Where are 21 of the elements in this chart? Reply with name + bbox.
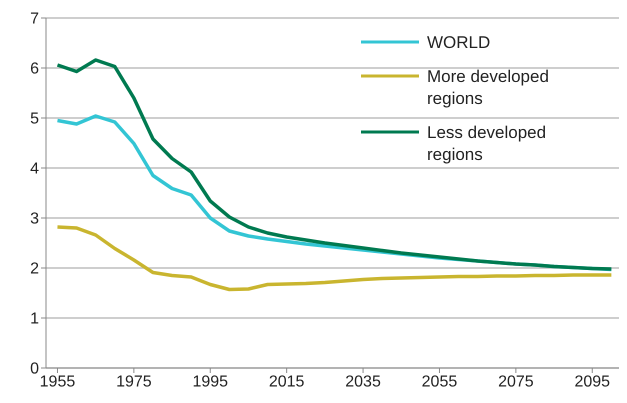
x-tick-label: 2035 bbox=[345, 373, 381, 390]
x-tick-label: 1995 bbox=[192, 373, 228, 390]
x-tick-label: 1975 bbox=[116, 373, 152, 390]
x-tick-label: 1955 bbox=[40, 373, 76, 390]
y-tick-label: 1 bbox=[30, 310, 40, 328]
y-tick-label: 3 bbox=[30, 210, 40, 228]
y-tick-label: 4 bbox=[30, 160, 40, 178]
y-tick-label: 0 bbox=[30, 360, 40, 378]
x-tick-label: 2055 bbox=[422, 373, 458, 390]
legend-label: WORLD bbox=[427, 32, 492, 54]
x-tick-label: 2095 bbox=[574, 373, 610, 390]
x-tick-label: 2015 bbox=[268, 373, 305, 390]
y-tick-label: 5 bbox=[30, 110, 40, 128]
y-tick-label: 6 bbox=[30, 60, 40, 78]
x-tick-label: 2075 bbox=[498, 373, 534, 390]
legend-label: Less developed regions bbox=[427, 122, 548, 166]
y-tick-label: 2 bbox=[30, 260, 40, 278]
line-series bbox=[56, 225, 614, 292]
y-tick-label: 7 bbox=[30, 10, 40, 28]
line-series bbox=[56, 58, 614, 271]
legend-label: More developed regions bbox=[427, 66, 550, 110]
